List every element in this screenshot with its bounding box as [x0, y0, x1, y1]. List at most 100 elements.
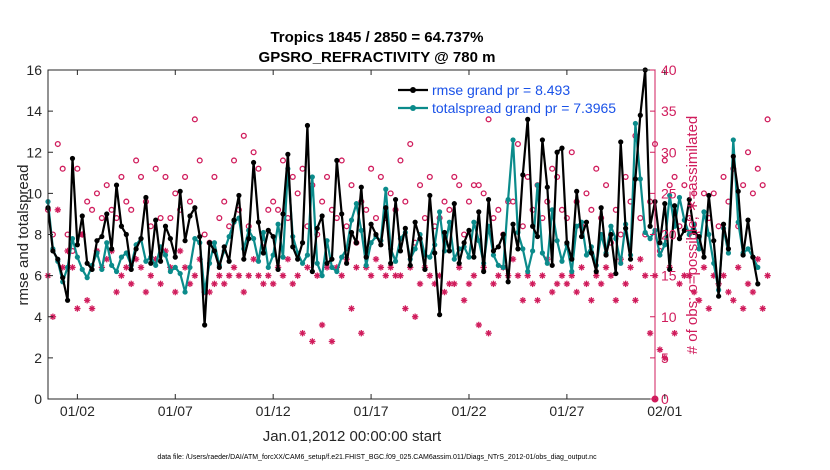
- x-tick-label: 01/07: [158, 403, 193, 419]
- totalspread-point: [109, 262, 115, 268]
- rmse-point: [681, 227, 687, 233]
- obs-possible-point: [558, 206, 566, 213]
- totalspread-point: [500, 264, 506, 270]
- obs-possible-point: [93, 190, 101, 197]
- obs-assimilated-point: [113, 288, 120, 296]
- legend-spread-label: totalspread grand pr = 7.3965: [432, 100, 616, 116]
- totalspread-point: [363, 262, 369, 268]
- totalspread-point: [348, 217, 355, 223]
- obs-possible-point: [715, 223, 722, 230]
- y2-tick-label: 10: [661, 309, 677, 325]
- obs-possible-point: [583, 190, 590, 197]
- rmse-point: [530, 223, 536, 229]
- rmse-point: [422, 266, 428, 273]
- totalspread-point: [392, 258, 399, 264]
- obs-assimilated-point: [754, 255, 761, 263]
- obs-possible-point: [691, 190, 698, 197]
- obs-assimilated-point: [225, 272, 233, 279]
- totalspread-point: [299, 260, 306, 266]
- rmse-point: [451, 201, 457, 207]
- obs-possible-point: [230, 157, 238, 164]
- rmse-point: [676, 236, 683, 242]
- totalspread-point: [339, 254, 345, 260]
- totalspread-point: [74, 254, 80, 260]
- rmse-point: [368, 221, 374, 227]
- obs-assimilated-point: [74, 305, 81, 312]
- obs-assimilated-point: [730, 297, 737, 304]
- obs-assimilated-point: [255, 272, 262, 279]
- rmse-point: [706, 192, 712, 199]
- rmse-point: [143, 194, 149, 201]
- totalspread-point: [167, 268, 173, 275]
- obs-assimilated-point: [304, 264, 311, 271]
- rmse-point: [446, 248, 453, 254]
- rmse-point: [260, 250, 266, 256]
- totalspread-point: [706, 231, 712, 238]
- totalspread-point: [725, 250, 732, 256]
- obs-assimilated-point: [402, 305, 409, 312]
- obs-assimilated-point: [490, 280, 497, 288]
- obs-assimilated-point: [764, 272, 771, 279]
- rmse-point: [167, 236, 173, 242]
- obs-assimilated-point: [676, 280, 683, 288]
- obs-assimilated-point: [309, 338, 316, 345]
- totalspread-point: [667, 192, 673, 199]
- totalspread-point: [84, 275, 90, 281]
- footnote: data file: /Users/raeder/DAI/ATM_forcXX/…: [157, 454, 597, 461]
- y2-axis-label: # of obs: o=possible; ∗=assimilated: [684, 116, 701, 355]
- totalspread-point: [745, 246, 751, 252]
- obs-possible-point: [549, 165, 556, 172]
- rmse-point: [632, 176, 639, 182]
- totalspread-point: [211, 240, 218, 246]
- x-tick-label: 02/01: [647, 403, 682, 419]
- obs-possible-point: [157, 215, 164, 222]
- rmse-point: [755, 281, 761, 287]
- rmse-point: [495, 244, 501, 250]
- obs-assimilated-point: [637, 255, 644, 263]
- rmse-point: [69, 155, 76, 162]
- rmse-point: [441, 229, 448, 236]
- obs-assimilated-point: [725, 288, 732, 296]
- obs-possible-point: [348, 182, 355, 189]
- obs-assimilated-point: [397, 272, 404, 279]
- obs-possible-point: [588, 206, 595, 213]
- rmse-point: [456, 260, 462, 266]
- rmse-point: [206, 240, 213, 246]
- rmse-point: [378, 242, 384, 248]
- rmse-point: [192, 205, 198, 211]
- totalspread-point: [662, 242, 668, 248]
- obs-assimilated-point: [578, 264, 585, 271]
- obs-possible-point: [441, 198, 448, 205]
- obs-possible-point: [54, 140, 61, 148]
- obs-assimilated-point: [539, 272, 546, 279]
- totalspread-point: [329, 264, 335, 270]
- totalspread-point: [118, 254, 125, 260]
- totalspread-point: [755, 264, 761, 270]
- rmse-point: [157, 258, 164, 264]
- obs-assimilated-point: [411, 313, 419, 320]
- obs-possible-point: [754, 165, 761, 172]
- obs-assimilated-point: [211, 280, 218, 288]
- totalspread-point: [539, 250, 546, 256]
- obs-assimilated-point: [289, 280, 296, 288]
- rmse-point: [481, 268, 487, 275]
- obs-possible-point: [250, 149, 257, 156]
- obs-possible-point: [407, 140, 414, 148]
- obs-possible-point: [240, 132, 247, 139]
- rmse-point: [476, 209, 482, 215]
- rmse-point: [427, 192, 433, 199]
- obs-assimilated-point: [495, 272, 502, 279]
- obs-possible-point: [637, 215, 644, 222]
- obs-possible-point: [59, 165, 66, 172]
- totalspread-point: [383, 186, 389, 192]
- totalspread-point: [490, 252, 497, 258]
- totalspread-point: [520, 246, 526, 252]
- obs-assimilated-point: [69, 264, 76, 271]
- totalspread-point: [686, 231, 692, 238]
- totalspread-point: [334, 268, 340, 275]
- rmse-point: [392, 196, 399, 203]
- obs-possible-point: [226, 223, 233, 230]
- totalspread-point: [466, 254, 472, 260]
- y-tick-label: 10: [26, 185, 42, 201]
